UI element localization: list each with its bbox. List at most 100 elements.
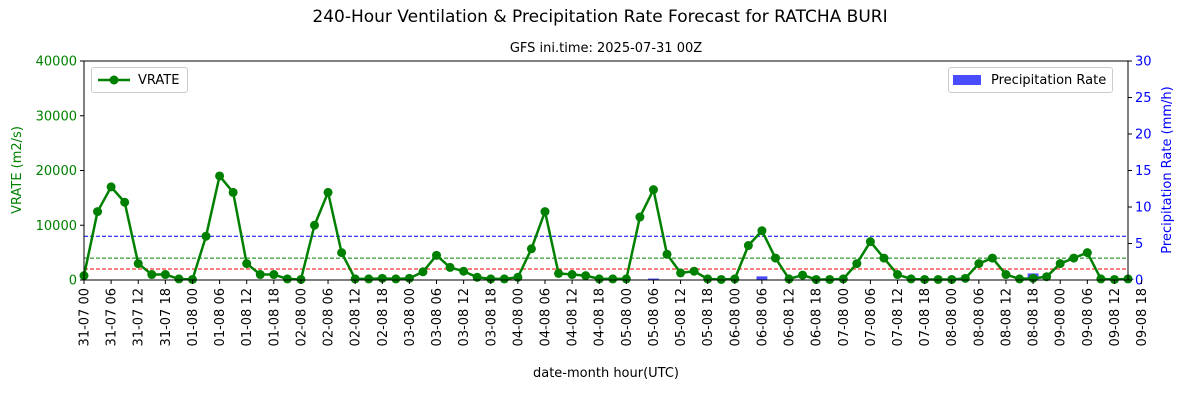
x-tick-label: 04-08 18 <box>593 288 608 346</box>
vrate-point <box>567 270 577 280</box>
vrate-point <box>486 274 496 284</box>
vrate-point <box>432 250 442 260</box>
x-tick-label: 31-07 06 <box>105 288 120 346</box>
legend-precip-swatch <box>953 75 981 85</box>
vrate-point <box>364 274 374 284</box>
x-tick-label: 04-08 06 <box>538 288 553 346</box>
x-tick-label: 01-08 00 <box>186 288 201 346</box>
x-axis-label: date-month hour(UTC) <box>533 366 679 381</box>
y-right-tick-label: 20 <box>1135 128 1152 143</box>
vrate-point <box>350 274 360 284</box>
vrate-point <box>594 274 604 284</box>
legend-precip-label: Precipitation Rate <box>991 72 1107 88</box>
x-tick-label: 02-08 18 <box>376 288 391 346</box>
x-tick-label: 07-08 06 <box>864 288 879 346</box>
vrate-point <box>825 274 835 284</box>
vrate-point <box>662 249 672 259</box>
y-left-tick-label: 10000 <box>36 219 77 234</box>
y-left-tick-label: 0 <box>69 274 77 289</box>
vrate-point <box>621 274 631 284</box>
vrate-point <box>323 187 333 197</box>
plot-frame <box>83 60 1129 281</box>
vrate-point <box>960 273 970 283</box>
x-tick-label: 06-08 12 <box>783 288 798 346</box>
y-left-tick-label: 20000 <box>36 164 77 179</box>
vrate-point <box>1082 248 1092 258</box>
precip-bar <box>756 276 768 280</box>
x-tick-label: 02-08 00 <box>294 288 309 346</box>
vrate-point <box>391 274 401 284</box>
vrate-point <box>1015 274 1025 284</box>
vrate-point <box>499 274 509 284</box>
vrate-point <box>174 274 184 284</box>
vrate-series-line <box>82 174 1129 281</box>
vrate-point <box>743 241 753 251</box>
x-tick-label: 07-08 18 <box>918 288 933 346</box>
vrate-point <box>309 220 319 230</box>
x-tick-label: 06-08 18 <box>810 288 825 346</box>
vrate-point <box>852 259 862 269</box>
vrate-point <box>1069 253 1079 263</box>
vrate-point <box>730 274 740 284</box>
chart-subtitle: GFS ini.time: 2025-07-31 00Z <box>510 41 702 56</box>
x-tick-label: 03-08 12 <box>457 288 472 346</box>
vrate-point <box>770 253 780 263</box>
x-tick-label: 07-08 12 <box>891 288 906 346</box>
x-tick-label: 08-08 00 <box>945 288 960 346</box>
vrate-point <box>987 253 997 263</box>
vrate-point <box>554 268 564 278</box>
vrate-point <box>228 187 238 197</box>
x-tick-label: 08-08 06 <box>972 288 987 346</box>
vrate-point <box>459 266 469 276</box>
vrate-point <box>526 244 536 254</box>
legend-precip: Precipitation Rate <box>948 67 1114 93</box>
vrate-point <box>201 231 211 241</box>
vrate-point <box>648 185 658 195</box>
vrate-point <box>404 273 414 283</box>
x-tick-label: 04-08 12 <box>566 288 581 346</box>
x-tick-label: 02-08 06 <box>322 288 337 346</box>
vrate-point <box>418 267 428 277</box>
x-tick-label: 01-08 12 <box>240 288 255 346</box>
x-tick-label: 02-08 12 <box>349 288 364 346</box>
x-tick-label: 06-08 06 <box>755 288 770 346</box>
legend-vrate-label: VRATE <box>138 72 180 88</box>
vrate-point <box>865 237 875 247</box>
y-right-tick-label: 25 <box>1135 91 1152 106</box>
x-tick-label: 03-08 18 <box>484 288 499 346</box>
vrate-point <box>906 274 916 284</box>
y-right-tick-label: 15 <box>1135 164 1152 179</box>
x-tick-label: 08-08 18 <box>1027 288 1042 346</box>
y-left-tick-label: 40000 <box>36 55 77 70</box>
vrate-point <box>1001 270 1011 280</box>
vrate-point <box>608 274 618 284</box>
vrate-point <box>879 253 889 263</box>
vrate-point <box>933 274 943 284</box>
y-right-tick-label: 30 <box>1135 55 1152 70</box>
vrate-point <box>269 270 279 280</box>
vrate-point <box>1055 259 1065 269</box>
y-left-tick-label: 30000 <box>36 109 77 124</box>
x-tick-label: 06-08 00 <box>728 288 743 346</box>
x-tick-label: 31-07 00 <box>78 288 93 346</box>
vrate-point <box>1109 274 1119 284</box>
vrate-point <box>811 274 821 284</box>
vrate-point <box>147 270 157 280</box>
vrate-point <box>974 259 984 269</box>
precip-bar <box>648 278 659 280</box>
vrate-point <box>377 273 387 283</box>
vrate-point <box>445 262 455 272</box>
vrate-point <box>1096 274 1106 284</box>
x-tick-label: 09-08 18 <box>1135 288 1150 346</box>
x-tick-label: 04-08 00 <box>511 288 526 346</box>
y-right-tick-label: 5 <box>1135 237 1143 252</box>
x-tick-label: 09-08 12 <box>1108 288 1123 346</box>
vrate-point <box>133 259 143 269</box>
x-tick-label: 05-08 06 <box>647 288 662 346</box>
vrate-point <box>242 259 252 269</box>
vrate-point <box>676 268 686 278</box>
vrate-point <box>838 274 848 284</box>
y-right-tick-label: 10 <box>1135 201 1152 216</box>
y-axis-right-label: Precipitation Rate (mm/h) <box>1160 86 1175 253</box>
